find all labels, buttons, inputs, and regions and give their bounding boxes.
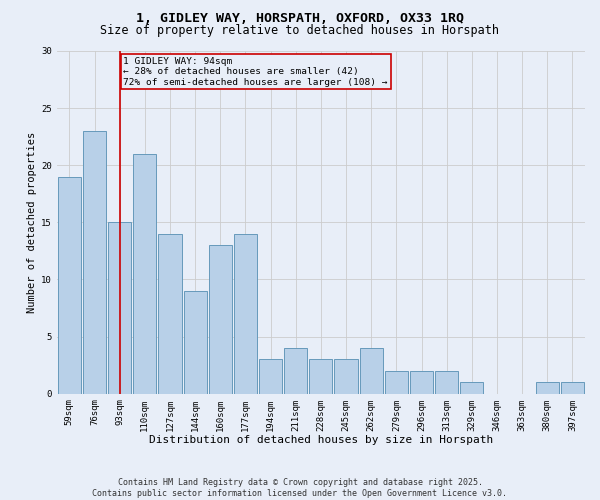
Bar: [158, 234, 182, 394]
Bar: [435, 371, 458, 394]
Bar: [209, 245, 232, 394]
Bar: [334, 360, 358, 394]
Text: Size of property relative to detached houses in Horspath: Size of property relative to detached ho…: [101, 24, 499, 37]
Bar: [410, 371, 433, 394]
Bar: [259, 360, 282, 394]
Bar: [536, 382, 559, 394]
Bar: [359, 348, 383, 394]
Bar: [58, 176, 81, 394]
Bar: [184, 291, 206, 394]
Bar: [385, 371, 408, 394]
Bar: [284, 348, 307, 394]
Bar: [310, 360, 332, 394]
Bar: [83, 131, 106, 394]
X-axis label: Distribution of detached houses by size in Horspath: Distribution of detached houses by size …: [149, 435, 493, 445]
Bar: [133, 154, 157, 394]
Y-axis label: Number of detached properties: Number of detached properties: [27, 132, 37, 313]
Text: Contains HM Land Registry data © Crown copyright and database right 2025.
Contai: Contains HM Land Registry data © Crown c…: [92, 478, 508, 498]
Text: 1 GIDLEY WAY: 94sqm
← 28% of detached houses are smaller (42)
72% of semi-detach: 1 GIDLEY WAY: 94sqm ← 28% of detached ho…: [124, 56, 388, 86]
Bar: [460, 382, 484, 394]
Bar: [108, 222, 131, 394]
Bar: [561, 382, 584, 394]
Text: 1, GIDLEY WAY, HORSPATH, OXFORD, OX33 1RQ: 1, GIDLEY WAY, HORSPATH, OXFORD, OX33 1R…: [136, 12, 464, 26]
Bar: [234, 234, 257, 394]
